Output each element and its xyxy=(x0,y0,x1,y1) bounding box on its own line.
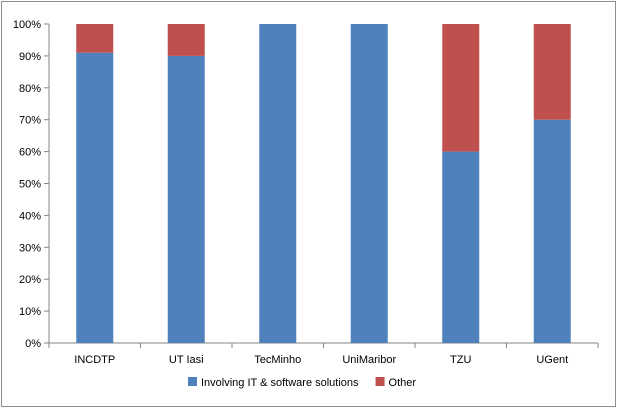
legend-label: Other xyxy=(389,377,417,389)
y-tick-label: 90% xyxy=(19,51,41,63)
x-tick-label: INCDTP xyxy=(74,354,115,366)
bar-primary-ut-iasi xyxy=(167,55,205,344)
bar-other-ugent xyxy=(533,24,571,120)
chart-frame: 0% 10% 20% 30% 40% 50% 60% 70% 80% 90% 100% INCDTP U… xyxy=(1,1,616,407)
bar-other-incdtp xyxy=(76,24,114,53)
legend-swatch xyxy=(188,377,197,386)
bar-other-ut-iasi xyxy=(167,24,205,56)
x-tick-label: UT Iasi xyxy=(169,354,204,366)
y-tick-label: 80% xyxy=(19,83,41,95)
legend-swatch xyxy=(375,377,385,386)
x-tick-label: TZU xyxy=(450,354,471,366)
bars xyxy=(76,24,571,344)
y-tick-label: 10% xyxy=(19,306,41,318)
bar-primary-ugent xyxy=(533,119,571,343)
bar-primary-tecminho xyxy=(259,24,297,343)
y-tick-label: 30% xyxy=(19,242,41,254)
x-tick-label: UGent xyxy=(536,354,568,366)
bar-primary-tzu xyxy=(442,151,480,343)
legend: Involving IT & software solutions Other xyxy=(188,377,416,389)
y-tick-label: 60% xyxy=(19,147,41,159)
x-tick-label: UniMaribor xyxy=(342,354,396,366)
y-tick-label: 0% xyxy=(25,338,41,350)
y-tick-label: 100% xyxy=(13,19,41,31)
legend-label: Involving IT & software solutions xyxy=(201,377,359,389)
bar-primary-unimaribor xyxy=(350,24,388,343)
bar-primary-incdtp xyxy=(76,52,114,344)
y-tick-label: 20% xyxy=(19,274,41,286)
axes: 0% 10% 20% 30% 40% 50% 60% 70% 80% 90% 100% INCDTP U… xyxy=(13,19,599,366)
stacked-bar-chart: 0% 10% 20% 30% 40% 50% 60% 70% 80% 90% 100% INCDTP U… xyxy=(13,19,599,389)
y-tick-label: 70% xyxy=(19,115,41,127)
bar-other-tzu xyxy=(442,24,480,152)
x-tick-label: TecMinho xyxy=(254,354,301,366)
y-tick-label: 40% xyxy=(19,210,41,222)
y-tick-label: 50% xyxy=(19,179,41,191)
